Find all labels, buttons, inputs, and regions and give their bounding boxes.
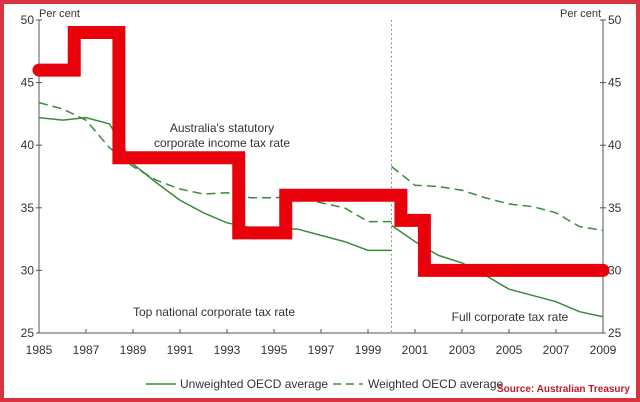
x-tick-label: 2005 — [496, 343, 523, 357]
annotation-australia-2: corporate income tax rate — [154, 136, 290, 150]
source-note: Source: Australian Treasury — [496, 384, 630, 395]
y-unit-right: Per cent — [560, 8, 601, 20]
weighted-oecd-line — [38, 101, 392, 223]
annotation-left-period: Top national corporate tax rate — [133, 305, 295, 319]
y-tick-label-left: 50 — [21, 13, 35, 27]
x-tick-label: 1995 — [261, 343, 288, 357]
y-tick-label-left: 35 — [21, 201, 35, 215]
x-tick-label: 1997 — [308, 343, 335, 357]
x-tick-label: 1999 — [355, 343, 382, 357]
y-tick-label-right: 35 — [608, 201, 622, 215]
annotation-australia-1: Australia's statutory — [170, 121, 274, 135]
y-tick-label-right: 25 — [608, 326, 622, 340]
y-tick-label-right: 45 — [608, 76, 622, 90]
x-tick-label: 1985 — [26, 343, 53, 357]
x-tick-label: 1989 — [120, 343, 147, 357]
y-tick-label-left: 45 — [21, 76, 35, 90]
y-tick-label-right: 50 — [608, 13, 622, 27]
y-tick-label-left: 40 — [21, 138, 35, 152]
unweighted-oecd-line — [38, 116, 392, 252]
x-tick-label: 1987 — [73, 343, 100, 357]
y-unit-left: Per cent — [39, 8, 80, 20]
legend-unweighted-label: Unweighted OECD average — [180, 377, 328, 391]
y-tick-label-right: 40 — [608, 138, 622, 152]
australia-tax-rate-line — [32, 26, 610, 277]
x-tick-label: 1993 — [214, 343, 241, 357]
annotation-right-period: Full corporate tax rate — [452, 310, 569, 324]
weighted-oecd-line — [391, 165, 604, 232]
y-tick-label-left: 30 — [21, 263, 35, 277]
y-tick-label-left: 25 — [21, 326, 35, 340]
x-tick-label: 2007 — [543, 343, 570, 357]
y-tick-label-right: 30 — [608, 263, 622, 277]
x-tick-label: 1991 — [167, 343, 194, 357]
x-tick-label: 2001 — [402, 343, 429, 357]
legend-weighted-label: Weighted OECD average — [368, 377, 504, 391]
x-tick-label: 2009 — [590, 343, 617, 357]
x-tick-label: 2003 — [449, 343, 476, 357]
